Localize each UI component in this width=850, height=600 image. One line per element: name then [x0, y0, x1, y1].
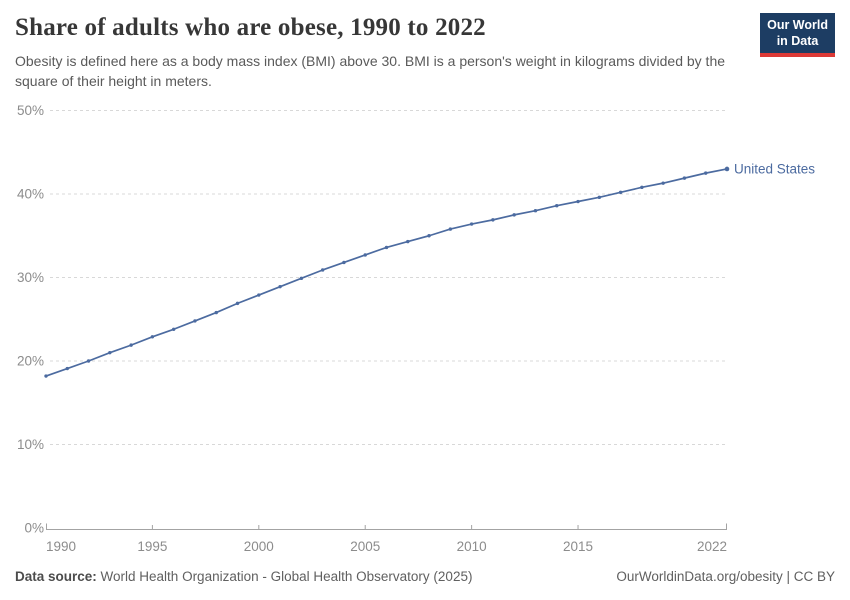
owid-logo: Our World in Data — [760, 13, 835, 57]
chart-footer: Data source: World Health Organization -… — [15, 569, 835, 584]
series-point — [108, 350, 112, 355]
series-entity-label: United States — [734, 161, 815, 176]
series-point — [406, 239, 410, 244]
attribution: OurWorldinData.org/obesity | CC BY — [616, 569, 835, 584]
series-point — [618, 190, 623, 195]
series-point — [724, 166, 730, 172]
series-point — [342, 260, 346, 265]
x-tick-label: 2005 — [350, 539, 380, 554]
series-point — [469, 222, 474, 226]
series-point — [150, 335, 155, 339]
x-tick-label: 2022 — [697, 539, 727, 554]
series-point — [193, 319, 197, 323]
series-point — [427, 234, 431, 238]
y-tick-label: 50% — [17, 103, 44, 118]
chart-canvas: 0% 10% 20% 30% 40% 50% 1990 1995 2000 2005 2010 201… — [17, 103, 815, 554]
data-source: Data source: World Health Organization -… — [15, 569, 472, 584]
owid-logo-line1: Our World — [767, 18, 828, 32]
y-tick-label: 30% — [17, 270, 44, 285]
series-point — [320, 268, 325, 272]
series-point — [171, 327, 176, 331]
series-point — [448, 227, 453, 231]
series-point — [65, 366, 69, 371]
series-point — [597, 195, 602, 200]
series-point — [661, 181, 665, 185]
x-tick-label: 2015 — [563, 539, 593, 554]
series-point — [278, 284, 282, 289]
y-tick-label: 10% — [17, 437, 44, 452]
series-point — [299, 276, 304, 281]
data-source-label: Data source: — [15, 569, 97, 584]
series-point — [491, 218, 495, 222]
series-point — [214, 310, 218, 315]
series-point — [44, 374, 48, 378]
series-point — [640, 185, 644, 190]
series-point — [235, 301, 240, 306]
series-line — [45, 168, 728, 377]
series-point — [555, 203, 559, 208]
chart-subtitle: Obesity is defined here as a body mass i… — [15, 53, 726, 89]
series-point — [86, 359, 91, 363]
y-tick-label: 0% — [24, 521, 44, 536]
x-tick-label: 2010 — [457, 539, 487, 554]
x-tick-label: 2000 — [244, 539, 274, 554]
series-point — [129, 343, 133, 347]
y-tick-label: 40% — [17, 187, 44, 202]
data-source-text: World Health Organization - Global Healt… — [96, 569, 473, 584]
series-point — [682, 176, 687, 180]
series-point — [533, 209, 538, 213]
x-tick-label: 1990 — [46, 539, 76, 554]
series-point — [363, 253, 367, 257]
line-chart: 0% 10% 20% 30% 40% 50% 1990 1995 2000 2005 2010 201… — [0, 95, 850, 560]
owid-logo-line2: in Data — [776, 34, 819, 49]
y-tick-label: 20% — [17, 354, 44, 369]
series-point — [384, 245, 389, 250]
series-point — [576, 199, 580, 204]
series-point — [704, 171, 708, 175]
series-point — [257, 293, 261, 297]
series-point — [512, 213, 516, 217]
x-tick-label: 1995 — [137, 539, 167, 554]
page-title: Share of adults who are obese, 1990 to 2… — [15, 14, 486, 41]
